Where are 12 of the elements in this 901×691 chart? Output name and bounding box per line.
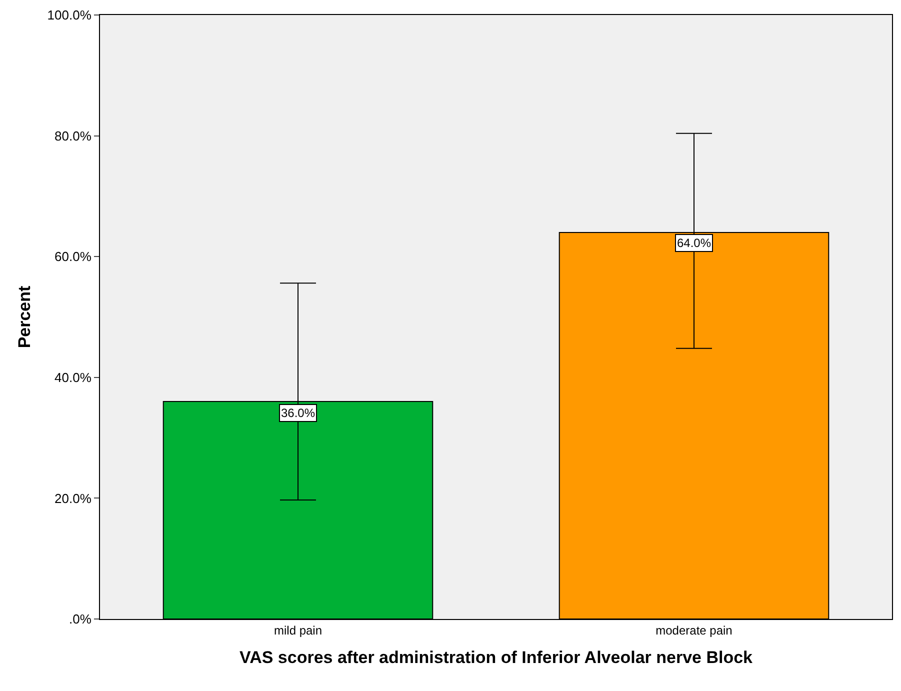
y-tick-label: 100.0% bbox=[47, 8, 92, 23]
y-tick-label: 60.0% bbox=[54, 249, 92, 264]
data-label: 64.0% bbox=[677, 236, 712, 250]
y-tick-label: 20.0% bbox=[54, 490, 92, 506]
x-tick-label: moderate pain bbox=[656, 623, 732, 638]
data-label: 36.0% bbox=[281, 406, 316, 420]
x-axis-title: VAS scores after administration of Inferior Alveolar nerve Block bbox=[240, 648, 754, 667]
x-tick-label: mild pain bbox=[274, 623, 322, 638]
y-tick-label: 80.0% bbox=[54, 128, 92, 144]
y-axis-title: Percent bbox=[14, 285, 34, 348]
y-tick-label: 40.0% bbox=[54, 370, 92, 385]
y-tick-label: .0% bbox=[68, 612, 92, 627]
